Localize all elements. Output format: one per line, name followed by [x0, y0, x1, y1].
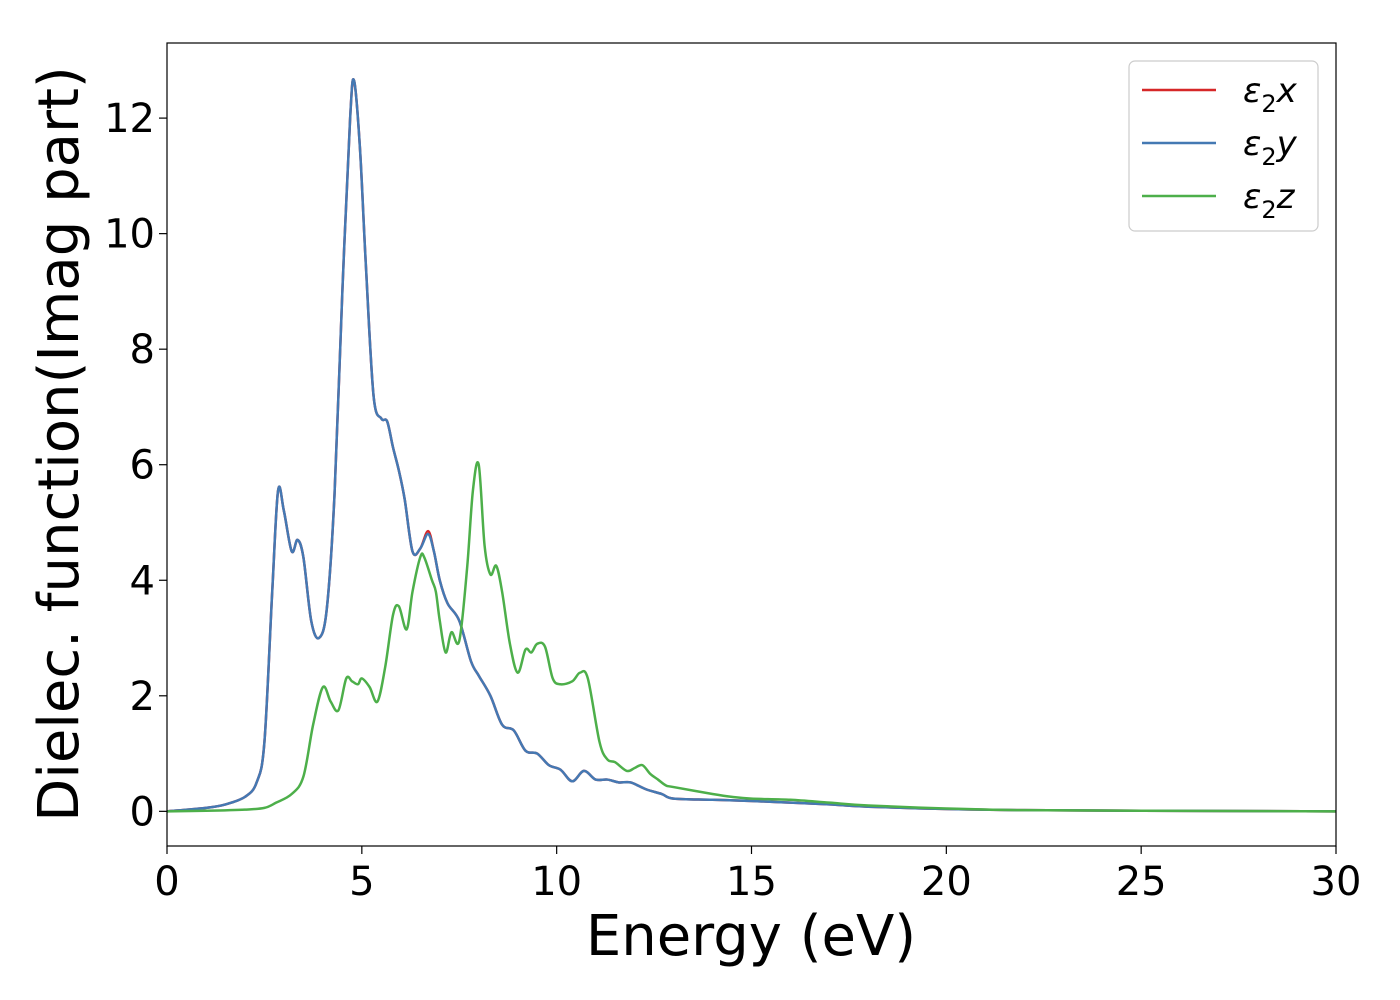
legend-label: ε2z — [1243, 177, 1296, 224]
x-tick-label: 20 — [921, 859, 972, 905]
y-tick-label: 10 — [104, 212, 155, 258]
x-tick-label: 15 — [726, 859, 777, 905]
legend: ε2x ε2y ε2z — [1128, 60, 1319, 232]
x-axis-label: Energy (eV) — [586, 904, 916, 969]
y-tick-label: 4 — [130, 558, 155, 604]
x-tick-label: 0 — [154, 859, 179, 905]
x-axis: 0 5 10 15 20 25 30 — [154, 846, 1361, 905]
y-tick-label: 12 — [104, 96, 155, 142]
y-tick-label: 6 — [130, 443, 155, 489]
series-line-z — [166, 461, 1337, 813]
series-line-y — [166, 78, 1337, 813]
series-layer — [166, 78, 1337, 813]
x-tick-label: 25 — [1116, 859, 1167, 905]
y-tick-label: 2 — [130, 674, 155, 720]
x-tick-label: 30 — [1311, 859, 1362, 905]
y-axis: 0 2 4 6 8 10 12 — [104, 96, 167, 835]
x-tick-label: 5 — [349, 859, 374, 905]
legend-box — [1128, 60, 1319, 232]
legend-label: ε2y — [1243, 124, 1298, 171]
y-tick-label: 8 — [130, 327, 155, 373]
y-tick-label: 0 — [130, 789, 155, 835]
legend-label: ε2x — [1243, 71, 1298, 118]
x-tick-label: 10 — [531, 859, 582, 905]
y-axis-label: Dielec. function(Imag part) — [27, 66, 92, 822]
